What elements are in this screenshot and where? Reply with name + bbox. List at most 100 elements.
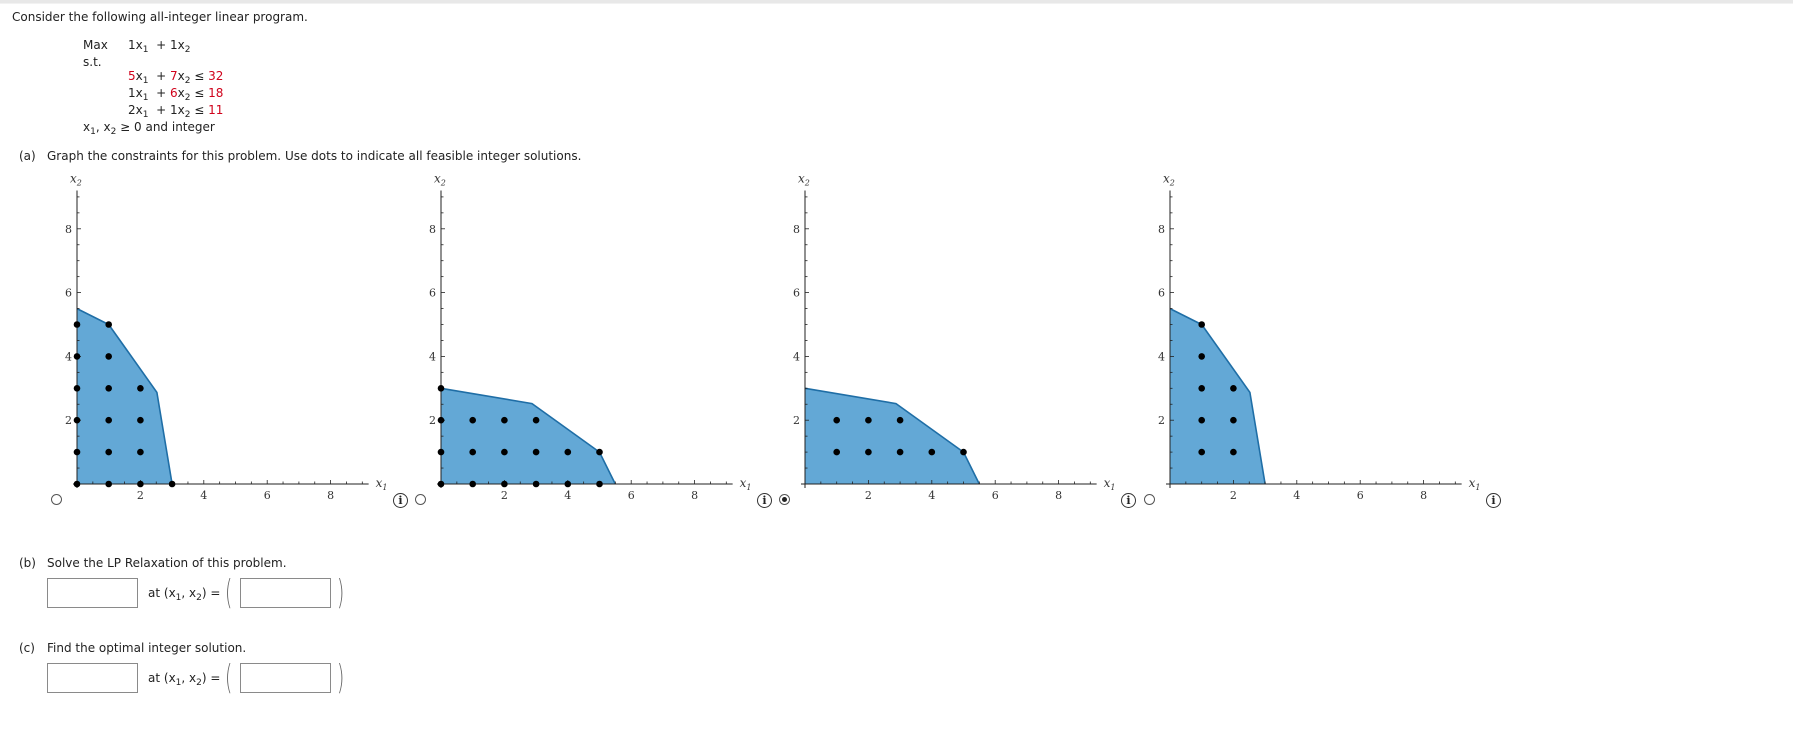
info-icon[interactable]: i [393,493,408,508]
y-tick-label: 6 [1158,287,1165,300]
x-tick-label: 4 [564,489,571,500]
y-tick-label: 4 [429,350,436,363]
y-tick-label: 8 [793,223,800,236]
y-tick-label: 6 [429,287,436,300]
feasible-integer-point [1198,416,1205,424]
y-tick-label: 8 [1158,223,1165,236]
part-b-instructions: Solve the LP Relaxation of this problem. [47,556,287,570]
left-paren: ( [224,573,233,613]
feasible-integer-point [501,416,508,424]
at-point-label: at (x1, x2) = [148,586,221,603]
feasible-integer-point [469,448,476,456]
feasible-region [805,388,980,484]
x1-axis-label: x1 [1469,476,1481,492]
feasible-integer-point [564,448,572,456]
x2-axis-label: x2 [798,172,810,188]
feasible-region-graph-4: 2 4 6 8 2 4 6 8 x1 x2 [1158,172,1481,500]
info-icon[interactable]: i [757,493,772,508]
constraint-boundary [76,307,173,485]
y-tick-label: 8 [65,223,72,236]
feasible-integer-point [1198,385,1205,392]
feasible-integer-point [896,416,904,424]
info-icon[interactable]: i [1121,493,1136,508]
feasible-integer-point [896,448,904,456]
x-tick-label: 2 [137,489,144,500]
feasible-integer-point [437,448,445,456]
feasible-integer-point [137,480,144,488]
feasible-integer-point [73,385,81,392]
objective-label: Max [83,38,108,52]
objective-function: 1x1 + 1x2 [128,38,191,55]
feasible-integer-point [928,448,936,456]
feasible-integer-point [833,416,840,424]
feasible-integer-point [137,385,144,392]
x-tick-label: 4 [1293,489,1300,500]
x-tick-label: 6 [1357,489,1364,500]
part-b-label: (b) [19,556,36,570]
x-tick-label: 4 [200,489,207,500]
feasible-integer-point [1198,353,1205,360]
feasible-integer-point [865,448,872,456]
x-tick-label: 2 [501,489,508,500]
feasible-integer-point [105,480,112,488]
x-tick-label: 2 [865,489,872,500]
constraint-2: 1x1 + 6x2 ≤ 18 [128,86,224,103]
feasible-integer-point [865,416,872,424]
feasible-region [441,388,616,484]
feasible-integer-point [105,416,112,424]
graph-option-radio-1[interactable] [51,494,62,505]
feasible-integer-point [168,480,176,488]
y-tick-label: 6 [65,287,72,300]
feasible-integer-point [596,448,603,456]
part-a-instructions: Graph the constraints for this problem. … [47,149,582,163]
y-tick-label: 4 [793,350,800,363]
feasible-integer-point [960,448,967,456]
left-paren: ( [224,658,233,698]
y-tick-label: 8 [429,223,436,236]
lp-relaxation-objective-input[interactable] [47,578,138,608]
x-tick-label: 8 [691,489,698,500]
feasible-integer-point [532,480,540,488]
lp-relaxation-point-input[interactable] [240,578,331,608]
feasible-region-graph-1: 2 4 6 8 2 4 6 8 x1 x2 [65,172,388,500]
x2-axis-label: x2 [434,172,446,188]
right-paren: ) [336,658,345,698]
right-paren: ) [336,573,345,613]
feasible-integer-point [437,385,445,392]
feasible-integer-point [437,480,445,488]
feasible-integer-point [501,480,508,488]
constraint-3: 2x1 + 1x2 ≤ 11 [128,103,224,120]
graph-option-radio-4[interactable] [1144,494,1155,505]
graph-option-radio-3[interactable] [779,494,790,505]
x2-axis-label: x2 [70,172,82,188]
part-a-label: (a) [19,149,36,163]
y-tick-label: 6 [793,287,800,300]
y-tick-label: 2 [1158,414,1165,427]
feasible-integer-point [105,321,112,328]
part-c-instructions: Find the optimal integer solution. [47,641,247,655]
constraint-1: 5x1 + 7x2 ≤ 32 [128,69,224,86]
y-tick-label: 4 [1158,350,1165,363]
integer-solution-point-input[interactable] [240,663,331,693]
feasible-integer-point [73,353,81,360]
integer-solution-objective-input[interactable] [47,663,138,693]
feasible-integer-point [532,448,540,456]
feasible-integer-point [105,353,112,360]
feasible-region-graph-3: 2 4 6 8 2 4 6 8 x1 x2 [793,172,1116,500]
feasible-integer-point [437,416,445,424]
feasible-integer-point [1230,448,1237,456]
feasible-integer-point [833,448,840,456]
feasible-integer-point [501,448,508,456]
at-point-label: at (x1, x2) = [148,671,221,688]
x2-axis-label: x2 [1163,172,1175,188]
info-icon[interactable]: i [1486,493,1501,508]
part-c-label: (c) [19,641,35,655]
constraint-boundary [440,387,617,485]
feasible-integer-point [469,480,476,488]
constraint-boundary [1169,307,1266,485]
graph-option-radio-2[interactable] [415,494,426,505]
x-tick-label: 8 [1055,489,1062,500]
feasible-region-graph-2: 2 4 6 8 2 4 6 8 x1 x2 [429,172,752,500]
intro-text: Consider the following all-integer linea… [12,10,308,24]
x-tick-label: 4 [928,489,935,500]
